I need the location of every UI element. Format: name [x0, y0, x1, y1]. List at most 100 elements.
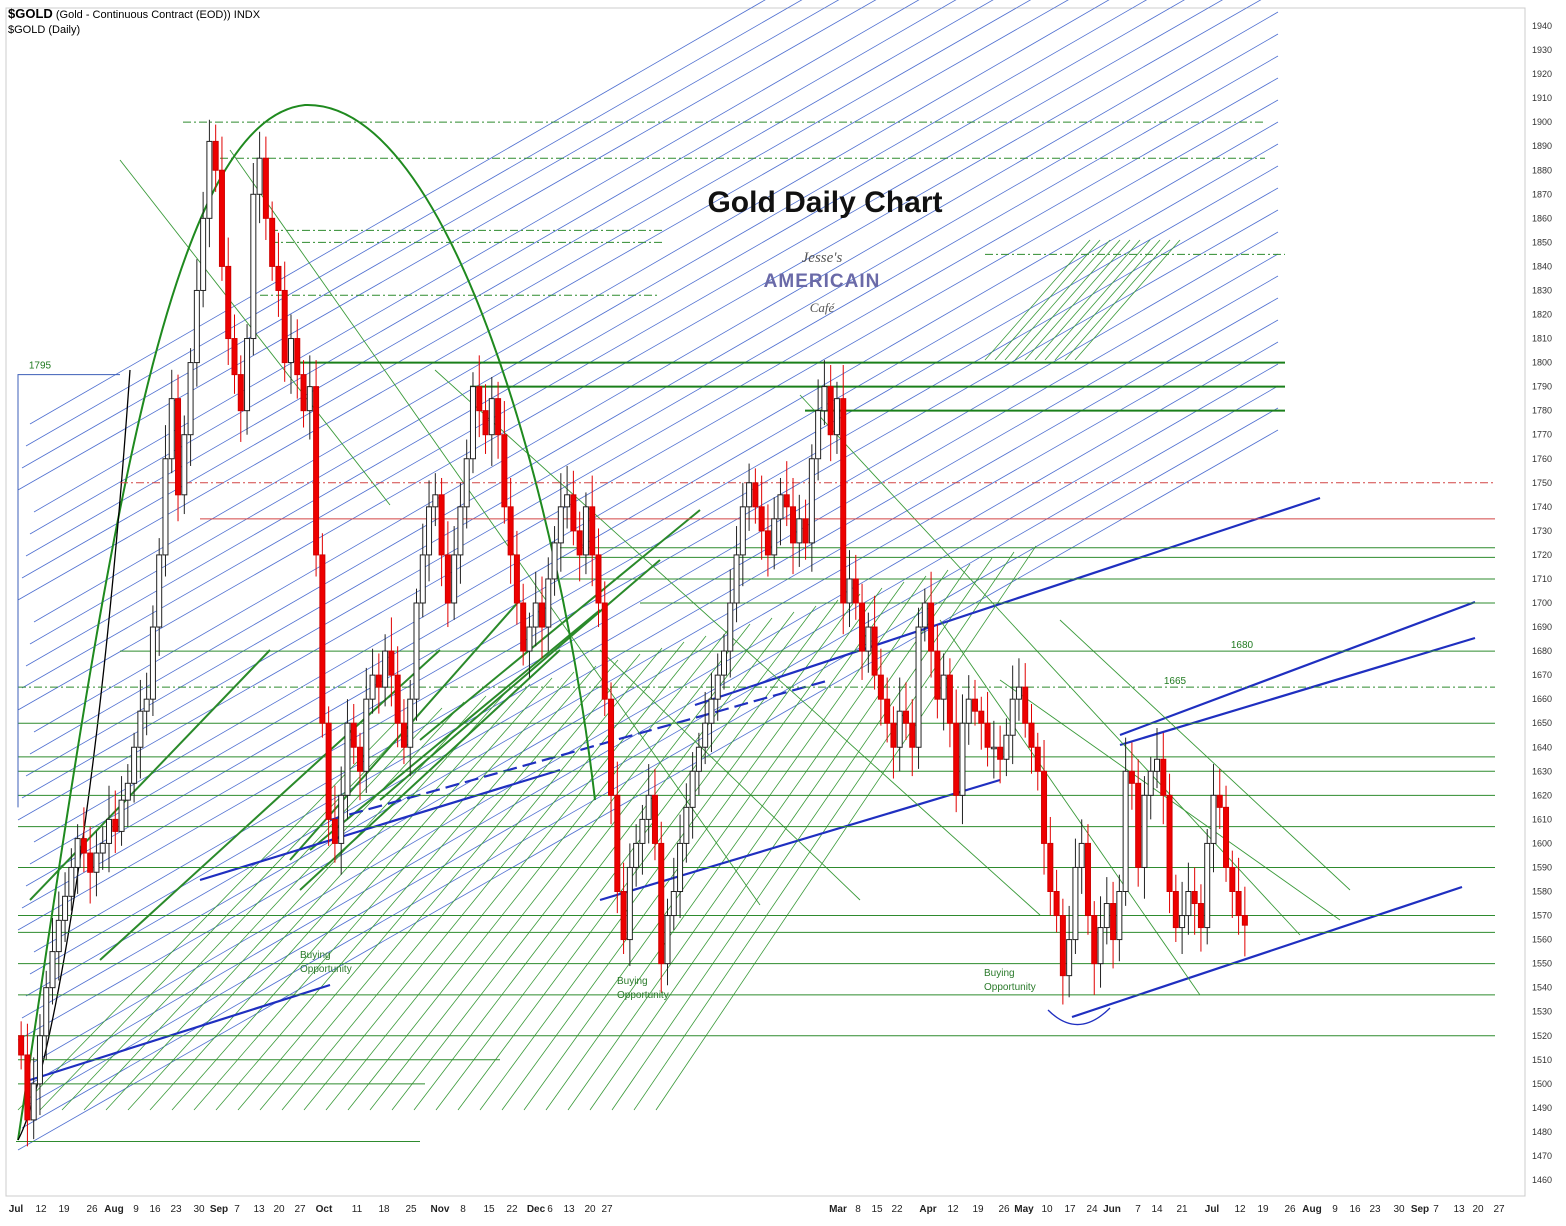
jesses-americain-cafe-logo: Jesse's AMERICAIN Café: [764, 250, 880, 315]
green-fanline: [479, 593, 861, 1111]
y-tick-label: 1780: [1532, 406, 1552, 416]
candlesticks-layer: [18, 119, 1248, 1147]
y-tick-label: 1510: [1532, 1055, 1552, 1065]
y-tick-label: 1590: [1532, 862, 1552, 872]
candle-body: [689, 770, 696, 808]
x-tick-label: 27: [601, 1204, 613, 1215]
candle-body: [614, 794, 621, 892]
candle-body: [30, 1083, 37, 1121]
green-fanline: [567, 569, 949, 1111]
x-tick-label: 7: [1433, 1204, 1439, 1215]
candle-body: [1154, 758, 1161, 772]
blue-trendline: [33, 121, 1279, 843]
x-tick-label: 23: [170, 1204, 182, 1215]
y-tick-label: 1690: [1532, 622, 1552, 632]
candle-body: [752, 482, 759, 508]
candle-body: [495, 398, 502, 436]
candle-body: [739, 506, 746, 556]
candle-body: [727, 602, 734, 652]
blue-trendline: [29, 253, 1279, 975]
candle-body: [1003, 734, 1010, 760]
x-tick-label: 23: [1369, 1204, 1381, 1215]
candle-body: [959, 722, 966, 796]
candle-body: [576, 530, 583, 556]
candle-body: [626, 866, 633, 941]
y-tick-label: 1710: [1532, 574, 1552, 584]
candle-body: [1172, 891, 1179, 929]
candle-body: [1141, 794, 1148, 868]
y-tick-label: 1620: [1532, 790, 1552, 800]
logo-line-3: Café: [810, 300, 836, 315]
candle-body: [507, 506, 514, 556]
blue-trendline: [29, 0, 957, 535]
candle-body: [457, 506, 464, 556]
x-tick-label: Apr: [919, 1204, 936, 1215]
y-tick-label: 1810: [1532, 334, 1552, 344]
y-tick-label: 1910: [1532, 93, 1552, 103]
green-falling-line: [229, 149, 761, 906]
candle-body: [281, 289, 288, 364]
x-tick-label: 9: [1332, 1204, 1338, 1215]
y-tick-label: 1770: [1532, 430, 1552, 440]
candle-body: [244, 338, 251, 412]
candle-body: [783, 494, 790, 508]
x-tick-label: 12: [35, 1204, 47, 1215]
candle-body: [513, 554, 520, 604]
candle-body: [118, 799, 125, 832]
candle-body: [758, 506, 765, 532]
candle-body: [419, 554, 426, 604]
candle-body: [539, 602, 546, 628]
candle-body: [275, 265, 282, 291]
x-tick-label: 20: [273, 1204, 285, 1215]
blue-trendline: [21, 297, 1279, 1019]
candle-body: [746, 482, 753, 508]
blue-trendline: [25, 385, 1279, 1107]
candle-body: [313, 386, 320, 556]
candle-body: [231, 338, 238, 376]
candle-body: [865, 626, 872, 652]
green-thick-fanline: [29, 649, 271, 901]
x-tick-label: 10: [1041, 1204, 1053, 1215]
x-tick-label: 30: [1393, 1204, 1405, 1215]
buying-opportunity-label: Buying: [617, 976, 648, 987]
green-fanline: [303, 641, 685, 1111]
candle-body: [815, 410, 822, 460]
green-thick-fanline: [419, 509, 701, 741]
x-tick-label: 16: [149, 1204, 161, 1215]
candle-body: [852, 578, 859, 604]
candle-body: [413, 602, 420, 700]
x-tick-label: 17: [1064, 1204, 1076, 1215]
candle-body: [476, 386, 483, 412]
blue-trendline: [33, 11, 1279, 733]
candle-body: [664, 915, 671, 965]
green-fanline: [457, 599, 839, 1111]
candle-body: [105, 818, 112, 844]
green-falling-line: [1059, 619, 1351, 891]
candle-body: [1204, 842, 1211, 929]
logo-line-1: Jesse's: [802, 250, 843, 266]
candle-body: [269, 217, 276, 267]
blue-support-line: [329, 678, 831, 822]
x-tick-label: Oct: [316, 1204, 333, 1215]
candle-body: [1084, 842, 1091, 917]
candle-body: [256, 157, 263, 195]
green-fanline: [1054, 239, 1161, 361]
green-fanline: [347, 629, 729, 1111]
bottom-arc: [1047, 1007, 1111, 1026]
blue-trendline: [17, 0, 1069, 601]
y-tick-label: 1900: [1532, 117, 1552, 127]
candle-body: [357, 746, 364, 772]
blue-support-line: [1119, 600, 1476, 737]
candle-body: [708, 698, 715, 724]
candle-body: [702, 722, 709, 748]
candle-body: [796, 518, 803, 544]
candle-body: [1223, 806, 1230, 868]
candle-body: [651, 794, 658, 844]
green-thick-fanline: [299, 649, 561, 891]
candle-body: [808, 458, 815, 544]
green-thick-fanline: [99, 649, 441, 961]
x-tick-label: 7: [234, 1204, 240, 1215]
buying-opportunity-label: Opportunity: [617, 990, 669, 1001]
candle-body: [1135, 782, 1142, 868]
candle-body: [400, 722, 407, 748]
